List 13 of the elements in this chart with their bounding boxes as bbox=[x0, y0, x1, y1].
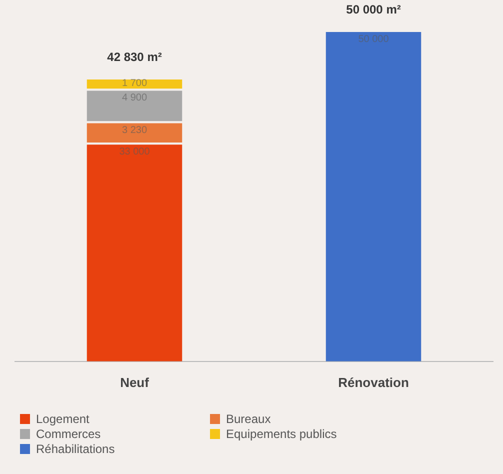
total-label: 42 830 m² bbox=[107, 50, 162, 64]
x-tick-label: Rénovation bbox=[338, 374, 409, 390]
legend-label: Logement bbox=[36, 412, 90, 426]
x-tick-label: Neuf bbox=[120, 374, 150, 390]
legend-label: Commerces bbox=[36, 427, 101, 441]
data-label: 1 700 bbox=[122, 78, 148, 89]
data-label: 50 000 bbox=[358, 34, 390, 45]
legend-label: Equipements publics bbox=[226, 427, 337, 441]
legend-label: Réhabilitations bbox=[36, 442, 115, 456]
data-label: 33 000 bbox=[119, 146, 150, 158]
data-label: 3 230 bbox=[122, 125, 148, 136]
total-label: 50 000 m² bbox=[346, 2, 401, 16]
legend-label: Bureaux bbox=[226, 412, 271, 426]
